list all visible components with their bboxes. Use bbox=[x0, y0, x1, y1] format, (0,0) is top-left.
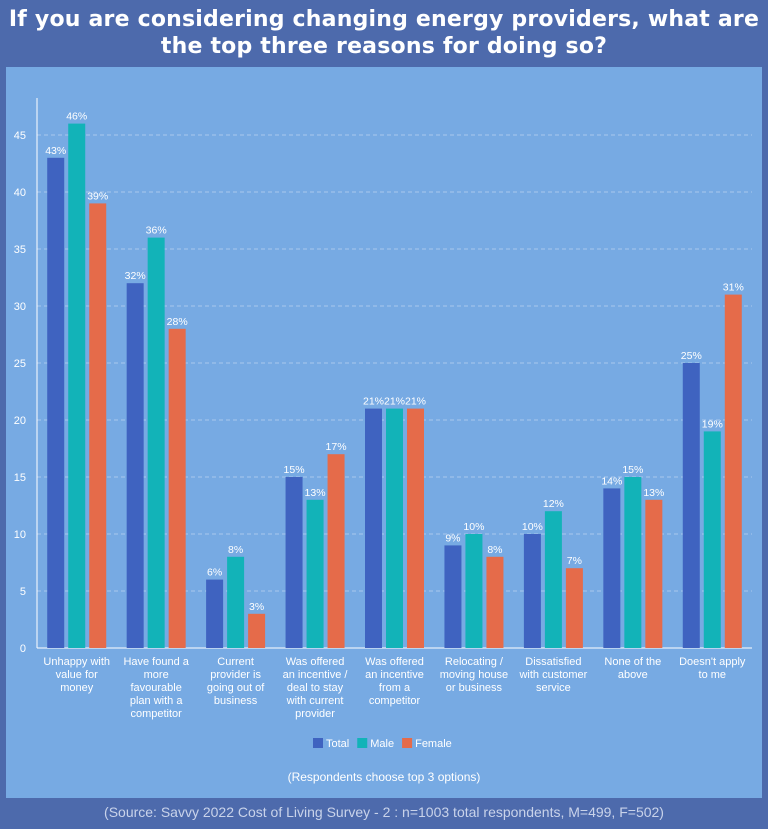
data-label: 31% bbox=[723, 282, 744, 294]
data-label: 25% bbox=[681, 350, 702, 362]
bar-total bbox=[682, 363, 700, 648]
x-tick-label: Unhappy with value for money bbox=[43, 656, 110, 694]
legend-swatch-total bbox=[313, 738, 323, 748]
legend-label-male: Male bbox=[370, 738, 394, 750]
source-caption: (Source: Savvy 2022 Cost of Living Surve… bbox=[104, 804, 664, 820]
data-label: 10% bbox=[522, 521, 543, 533]
data-label: 19% bbox=[702, 418, 723, 430]
bar-male bbox=[465, 534, 483, 648]
bar-total bbox=[126, 283, 144, 648]
x-tick-label: Was offered an incentive / deal to stay wit… bbox=[283, 656, 349, 720]
data-label: 15% bbox=[284, 464, 305, 476]
bar-male bbox=[703, 431, 721, 648]
y-tick-label: 40 bbox=[14, 187, 26, 199]
bar-female bbox=[89, 203, 107, 648]
data-label: 13% bbox=[643, 487, 664, 499]
data-label: 46% bbox=[66, 111, 87, 123]
data-label: 28% bbox=[167, 316, 188, 328]
legend-label-female: Female bbox=[415, 738, 452, 750]
data-label: 3% bbox=[249, 601, 264, 613]
data-label: 21% bbox=[363, 396, 384, 408]
bar-total bbox=[285, 477, 303, 648]
x-tick-label: Was offered an incentive from a competitor bbox=[365, 656, 424, 707]
bar-female bbox=[407, 408, 424, 648]
data-label: 15% bbox=[622, 464, 643, 476]
bar-male bbox=[68, 123, 86, 649]
data-label: 36% bbox=[146, 225, 167, 237]
x-tick-label: Dissatisfied with customer service bbox=[518, 656, 587, 694]
bar-male bbox=[147, 237, 165, 648]
bar-total bbox=[206, 579, 224, 648]
data-label: 21% bbox=[384, 396, 405, 408]
legend-swatch-female bbox=[402, 738, 413, 748]
data-label: 6% bbox=[207, 567, 222, 579]
y-tick-label: 30 bbox=[14, 301, 26, 313]
data-label: 39% bbox=[87, 190, 108, 202]
bar-male bbox=[544, 511, 562, 648]
bar-total bbox=[47, 157, 65, 649]
bar-chart: 0 5 10 15 20 25 30 35 40 45 43% 46% 39% Unhappy with v… bbox=[14, 98, 752, 750]
bar-total bbox=[603, 488, 621, 648]
x-tick-label: Doesn't apply to me bbox=[679, 656, 746, 681]
data-label: 7% bbox=[567, 555, 582, 567]
data-label: 12% bbox=[543, 498, 564, 510]
data-label: 43% bbox=[45, 145, 66, 157]
bar-female bbox=[248, 613, 266, 648]
y-tick-label: 5 bbox=[20, 586, 26, 598]
data-label: 9% bbox=[445, 532, 460, 544]
bar-female bbox=[645, 499, 663, 648]
legend-label-total: Total bbox=[326, 738, 349, 750]
y-tick-label: 25 bbox=[14, 358, 26, 370]
y-tick-label: 45 bbox=[14, 130, 26, 142]
chart-title: If you are considering changing energy p… bbox=[8, 7, 760, 59]
x-tick-label: Have found a more favourable plan with a com… bbox=[123, 656, 189, 720]
bar-male bbox=[227, 556, 245, 648]
bar-female bbox=[168, 328, 186, 648]
y-tick-label: 35 bbox=[14, 244, 26, 256]
data-label: 21% bbox=[405, 396, 426, 408]
bar-female bbox=[724, 294, 742, 648]
bar-male bbox=[306, 499, 324, 648]
y-tick-label: 20 bbox=[14, 415, 26, 427]
bar-female bbox=[565, 568, 583, 648]
bar-female bbox=[486, 556, 504, 648]
data-label: 17% bbox=[326, 441, 347, 453]
data-label: 13% bbox=[305, 487, 326, 499]
data-label: 8% bbox=[228, 544, 243, 556]
x-tick-label: None of the above bbox=[604, 656, 661, 681]
bar-male bbox=[386, 408, 403, 648]
data-label: 14% bbox=[601, 475, 622, 487]
x-tick-label: Relocating / moving house or business bbox=[440, 656, 509, 694]
data-label: 32% bbox=[125, 270, 146, 282]
bar-total bbox=[444, 545, 462, 648]
y-tick-label: 15 bbox=[14, 472, 26, 484]
y-tick-label: 10 bbox=[14, 529, 26, 541]
y-tick-label: 0 bbox=[20, 643, 26, 655]
data-label: 8% bbox=[487, 544, 502, 556]
chart-note: (Respondents choose top 3 options) bbox=[287, 770, 481, 784]
data-label: 10% bbox=[463, 521, 484, 533]
bar-total bbox=[523, 534, 541, 648]
bar-total bbox=[365, 408, 382, 648]
x-tick-label: Current provider is going out of business bbox=[207, 656, 265, 707]
bar-female bbox=[327, 454, 345, 648]
legend-swatch-male bbox=[357, 738, 368, 748]
bar-male bbox=[624, 477, 642, 648]
